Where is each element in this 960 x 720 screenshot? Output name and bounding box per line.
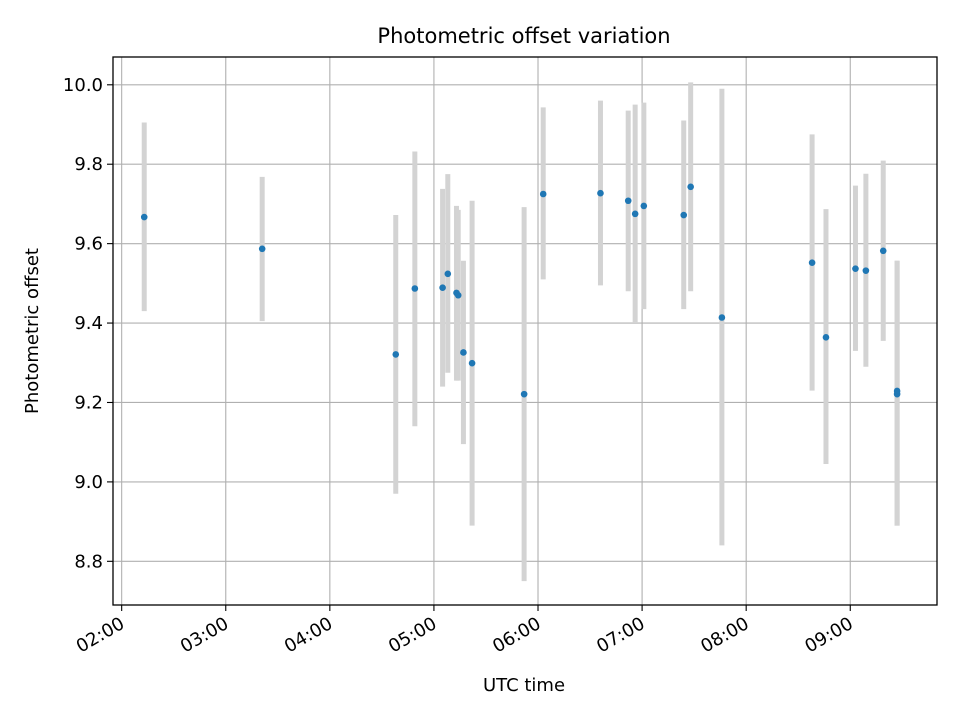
data-point	[140, 213, 148, 221]
data-point	[258, 245, 266, 253]
y-tick-label: 10.0	[63, 75, 103, 96]
y-tick-label: 9.0	[74, 472, 103, 493]
data-point	[392, 351, 400, 358]
data-point	[822, 334, 830, 341]
y-tick-label: 8.8	[74, 551, 103, 572]
data-point	[468, 359, 476, 367]
plot-frame	[112, 56, 938, 606]
data-point	[680, 211, 688, 219]
chart-title: Photometric offset variation	[377, 24, 670, 48]
data-point	[444, 270, 452, 278]
data-point	[454, 291, 462, 299]
y-tick-label: 9.8	[74, 154, 103, 175]
y-tick-label: 9.4	[74, 313, 103, 334]
y-axis-label: Photometric offset	[22, 248, 43, 414]
y-axis-ticks: 8.8 9.0 9.2 9.4 9.6 9.8 10.0	[63, 75, 113, 572]
data-point	[460, 349, 467, 356]
y-tick-label: 9.6	[74, 234, 103, 255]
data-points	[140, 183, 901, 398]
data-point	[718, 314, 726, 321]
data-point	[624, 197, 632, 205]
data-point	[808, 259, 816, 266]
data-point	[687, 183, 694, 191]
data-point	[631, 210, 639, 218]
data-point	[852, 265, 859, 272]
data-point	[539, 190, 547, 198]
x-axis-label: UTC time	[483, 675, 565, 696]
data-point	[411, 285, 419, 292]
data-point	[439, 284, 446, 292]
y-tick-label: 9.2	[74, 392, 103, 413]
data-point	[893, 390, 901, 398]
data-point	[520, 390, 528, 398]
data-point	[597, 189, 604, 197]
data-point	[879, 247, 887, 255]
data-point	[862, 267, 870, 274]
data-point	[640, 202, 648, 210]
